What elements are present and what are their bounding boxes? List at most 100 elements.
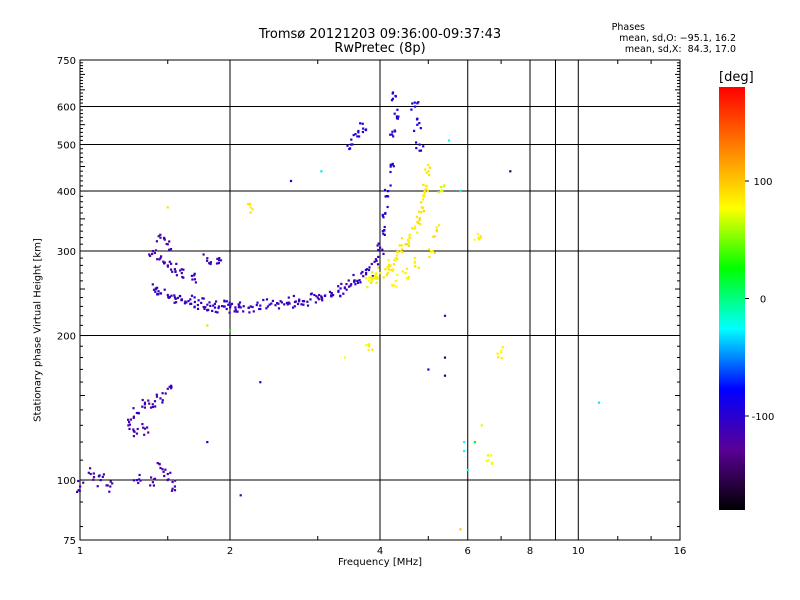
data-point: [422, 210, 425, 213]
data-point: [443, 356, 447, 359]
data-point: [292, 294, 295, 298]
data-point: [219, 259, 223, 262]
data-point: [159, 257, 162, 260]
data-point: [236, 310, 239, 313]
data-point: [365, 343, 368, 347]
data-point: [183, 302, 186, 305]
data-point: [422, 194, 425, 197]
data-point: [185, 301, 188, 304]
colorbar-tick-label: 100: [753, 177, 772, 188]
data-point: [405, 276, 408, 280]
data-point: [391, 97, 394, 100]
data-point: [233, 310, 236, 313]
data-point: [306, 304, 310, 307]
data-point: [306, 300, 309, 303]
data-point: [128, 423, 131, 426]
data-point: [190, 294, 194, 297]
data-point: [89, 472, 92, 476]
data-point: [437, 191, 440, 194]
data-point: [166, 206, 169, 209]
data-point: [395, 117, 399, 120]
data-point: [102, 473, 105, 476]
data-point: [443, 314, 447, 317]
data-point: [215, 300, 218, 303]
data-point: [413, 260, 417, 263]
data-point: [415, 147, 418, 150]
data-point: [342, 292, 345, 295]
data-point: [207, 308, 210, 311]
data-point: [416, 102, 419, 105]
grid-lines: [80, 60, 680, 540]
data-point: [141, 398, 144, 402]
data-point: [298, 300, 301, 303]
data-point: [377, 255, 380, 258]
data-point: [132, 416, 135, 419]
data-point: [407, 276, 410, 279]
data-point: [400, 237, 404, 240]
data-point: [286, 303, 289, 306]
y-tick-label: 600: [57, 103, 76, 114]
x-axis-label: Frequency [MHz]: [337, 557, 423, 568]
data-point: [228, 301, 231, 304]
data-point: [426, 164, 430, 167]
data-point: [382, 216, 385, 219]
data-point: [274, 304, 277, 307]
data-point: [395, 115, 398, 118]
data-point: [479, 235, 482, 238]
data-point: [154, 405, 157, 408]
data-point: [360, 272, 363, 275]
data-point: [173, 296, 176, 299]
data-point: [174, 297, 177, 300]
data-point: [387, 268, 390, 271]
data-point: [265, 307, 268, 310]
data-point: [389, 264, 392, 267]
data-point: [156, 258, 159, 261]
data-point: [175, 274, 178, 277]
data-point: [389, 165, 392, 168]
data-point: [394, 94, 397, 98]
data-point: [415, 141, 418, 144]
data-point: [384, 195, 387, 198]
data-point: [215, 262, 219, 265]
data-point: [196, 307, 200, 310]
data-point: [415, 118, 419, 121]
data-point: [389, 184, 392, 187]
data-point: [156, 462, 159, 465]
data-point: [381, 248, 384, 251]
data-point: [171, 270, 174, 273]
data-point: [392, 263, 395, 266]
data-point: [193, 296, 196, 299]
data-point: [381, 230, 384, 233]
data-point: [420, 201, 423, 204]
data-point: [147, 399, 150, 402]
data-point: [164, 468, 167, 471]
data-point: [163, 474, 166, 478]
data-point: [191, 278, 194, 281]
data-point: [339, 295, 342, 298]
data-point: [164, 392, 167, 395]
data-point: [108, 490, 111, 493]
data-point: [280, 301, 283, 304]
data-point: [317, 298, 320, 301]
data-point: [180, 272, 183, 275]
data-point: [82, 481, 85, 484]
data-point: [391, 130, 394, 133]
data-point: [373, 277, 376, 280]
data-point: [256, 301, 259, 304]
data-point: [383, 233, 386, 236]
data-point: [500, 356, 503, 359]
data-point: [150, 476, 153, 479]
data-point: [393, 112, 396, 115]
data-point: [155, 395, 159, 398]
data-point: [229, 304, 232, 307]
data-point: [318, 293, 321, 297]
data-point: [413, 227, 416, 230]
y-tick-label: 400: [57, 187, 76, 198]
data-point: [368, 276, 371, 279]
data-point: [433, 251, 436, 255]
data-point: [441, 189, 444, 192]
data-point: [376, 263, 380, 266]
data-point: [166, 472, 169, 476]
data-point: [238, 301, 242, 304]
data-point: [151, 403, 154, 406]
